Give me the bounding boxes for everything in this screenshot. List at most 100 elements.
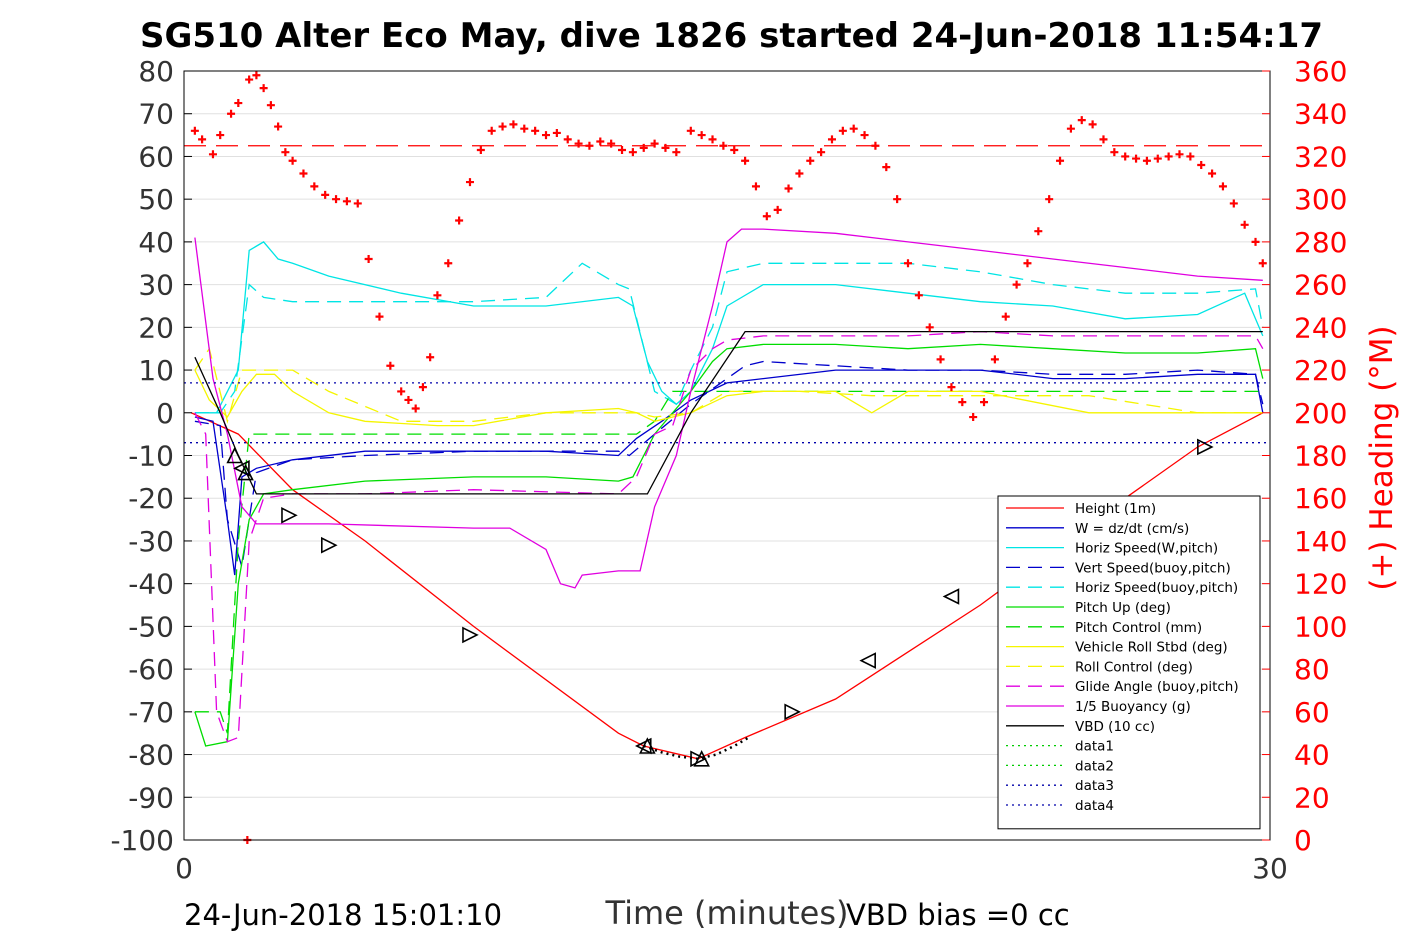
series-glide	[194, 330, 1264, 743]
left-tick-label: 70	[138, 98, 174, 131]
right-tick-label: 280	[1294, 226, 1347, 259]
right-tick-label: 80	[1294, 653, 1330, 686]
series-pitch_ctrl	[194, 390, 1263, 734]
legend-label-horiz_buoy: Horiz Speed(buoy,pitch)	[1075, 580, 1238, 596]
legend-label-vbd: VBD (10 cc)	[1075, 719, 1155, 735]
heading-point	[281, 148, 290, 157]
right-tick-label: 100	[1294, 610, 1347, 643]
left-tick-label: -90	[128, 781, 174, 814]
series-buoy	[194, 228, 1263, 589]
series-horiz_buoy	[194, 262, 1264, 414]
heading-point	[628, 148, 637, 157]
left-tick-label: 60	[138, 140, 174, 173]
series-w	[194, 369, 1264, 576]
triangle-marker	[226, 446, 243, 464]
triangle-marker	[942, 588, 960, 605]
triangle-marker	[859, 652, 876, 669]
heading-point	[509, 120, 518, 129]
markers-layer	[226, 438, 1214, 768]
heading-point	[650, 139, 659, 148]
heading-point	[730, 146, 739, 155]
heading-point	[1175, 150, 1184, 159]
legend-label-height: Height (1m)	[1075, 501, 1156, 517]
series-horiz_w	[194, 241, 1264, 414]
heading-point	[795, 169, 804, 178]
heading-point	[784, 184, 793, 193]
series-roll	[194, 369, 1263, 427]
triangle-marker	[237, 463, 254, 481]
legend-label-roll: Vehicle Roll Stbd (deg)	[1075, 640, 1228, 656]
heading-point	[1258, 259, 1267, 268]
x-axis-label: Time (minutes)	[605, 894, 849, 932]
heading-layer	[184, 71, 1270, 844]
legend-label-w: W = dz/dt (cm/s)	[1075, 521, 1189, 537]
heading-point	[444, 259, 453, 268]
heading-point	[404, 395, 413, 404]
tick-labels: 80706050403020100-10-20-30-40-50-60-70-8…	[110, 55, 1347, 885]
heading-point	[274, 122, 283, 131]
heading-point	[773, 205, 782, 214]
legend-label-horiz_w: Horiz Speed(W,pitch)	[1075, 541, 1218, 557]
heading-point	[1110, 148, 1119, 157]
heading-point	[904, 259, 912, 268]
heading-point	[1099, 135, 1108, 144]
heading-point	[520, 124, 529, 133]
right-tick-label: 140	[1294, 525, 1347, 558]
heading-point	[661, 143, 670, 152]
left-tick-label: 0	[156, 397, 174, 430]
right-tick-label: 60	[1294, 696, 1330, 729]
heading-point	[1121, 152, 1130, 161]
triangle-marker	[1197, 438, 1214, 456]
heading-point	[618, 146, 627, 155]
heading-point	[639, 143, 648, 152]
heading-point	[208, 150, 217, 159]
heading-point	[332, 195, 341, 204]
right-tick-label: 340	[1294, 98, 1347, 131]
heading-point	[1132, 154, 1141, 163]
heading-point	[925, 323, 934, 332]
heading-point	[686, 126, 695, 135]
heading-point	[849, 124, 858, 133]
heading-point	[234, 99, 243, 108]
left-tick-label: -60	[128, 653, 174, 686]
heading-point	[762, 212, 771, 221]
heading-point	[364, 254, 373, 263]
triangle-marker	[784, 703, 801, 721]
series-roll_ctrl	[194, 347, 1263, 424]
heading-point	[476, 146, 485, 155]
heading-point	[1066, 124, 1075, 133]
heading-point	[947, 383, 956, 392]
heading-point	[1197, 160, 1206, 169]
right-tick-label: 180	[1294, 440, 1347, 473]
legend-label-vert_buoy: Vert Speed(buoy,pitch)	[1075, 560, 1231, 576]
right-tick-label: 320	[1294, 140, 1347, 173]
right-tick-label: 240	[1294, 311, 1347, 344]
legend-label-data4: data4	[1075, 798, 1114, 814]
triangle-marker	[639, 737, 656, 754]
heading-point	[838, 126, 847, 135]
heading-point	[465, 178, 474, 187]
heading-point	[418, 383, 427, 392]
heading-point	[426, 353, 435, 362]
right-tick-label: 120	[1294, 568, 1347, 601]
heading-point	[252, 71, 261, 80]
heading-point	[574, 139, 583, 148]
heading-point	[827, 135, 836, 144]
heading-point	[672, 148, 681, 157]
heading-point	[1208, 169, 1217, 178]
heading-point	[1012, 280, 1021, 289]
x-tick-label: 0	[175, 852, 193, 885]
right-tick-label: 160	[1294, 482, 1347, 515]
heading-point	[990, 355, 999, 364]
left-tick-label: -80	[128, 739, 174, 772]
heading-point	[806, 156, 815, 165]
heading-point	[1088, 120, 1097, 129]
left-tick-label: -30	[128, 525, 174, 558]
right-tick-label: 200	[1294, 397, 1347, 430]
heading-point	[1001, 312, 1010, 321]
left-tick-label: 20	[138, 311, 174, 344]
heading-point	[216, 131, 225, 140]
heading-point	[342, 197, 351, 206]
heading-point	[958, 398, 967, 407]
